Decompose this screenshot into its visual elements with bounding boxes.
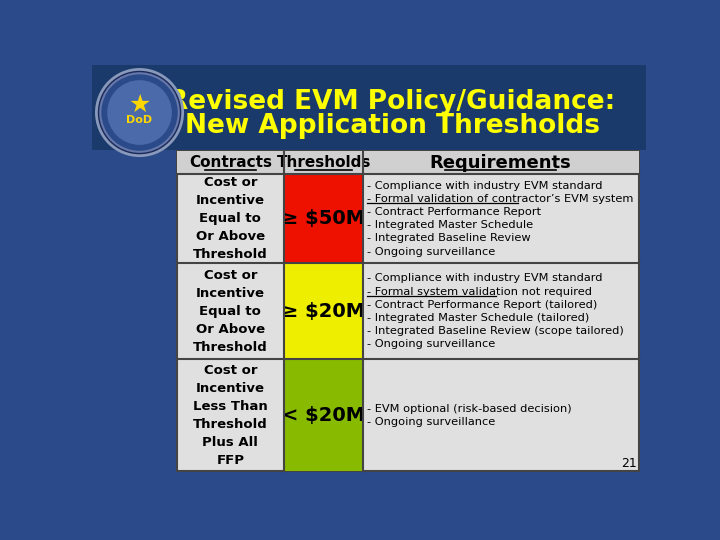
- Bar: [92, 65, 647, 150]
- Text: ≥ $20M: ≥ $20M: [282, 302, 365, 321]
- Circle shape: [100, 73, 179, 152]
- Text: - Contract Performance Report: - Contract Performance Report: [367, 207, 541, 217]
- Text: - Compliance with industry EVM standard: - Compliance with industry EVM standard: [367, 273, 603, 284]
- Text: ≥ $50M: ≥ $50M: [282, 210, 365, 228]
- Text: DoD: DoD: [127, 115, 153, 125]
- Text: - Integrated Master Schedule (tailored): - Integrated Master Schedule (tailored): [367, 313, 590, 323]
- Text: - Compliance with industry EVM standard: - Compliance with industry EVM standard: [367, 181, 603, 191]
- Text: 21: 21: [621, 457, 637, 470]
- Circle shape: [96, 70, 183, 156]
- Text: - EVM optional (risk-based decision): - EVM optional (risk-based decision): [367, 403, 572, 414]
- Text: - Ongoing surveillance: - Ongoing surveillance: [367, 247, 495, 256]
- Text: Cost or
Incentive
Equal to
Or Above
Threshold: Cost or Incentive Equal to Or Above Thre…: [193, 176, 268, 261]
- Text: < $20M: < $20M: [282, 406, 365, 424]
- Text: - Integrated Baseline Review (scope tailored): - Integrated Baseline Review (scope tail…: [367, 326, 624, 336]
- Text: - Ongoing surveillance: - Ongoing surveillance: [367, 417, 495, 427]
- Circle shape: [107, 80, 172, 145]
- Text: Thresholds: Thresholds: [276, 155, 371, 170]
- Text: ★: ★: [128, 93, 150, 117]
- Text: Cost or
Incentive
Less Than
Threshold
Plus All
FFP: Cost or Incentive Less Than Threshold Pl…: [193, 363, 268, 467]
- Bar: [284, 359, 363, 471]
- Text: - Ongoing surveillance: - Ongoing surveillance: [367, 339, 495, 349]
- Bar: [176, 151, 639, 174]
- Text: - Integrated Master Schedule: - Integrated Master Schedule: [367, 220, 534, 231]
- Text: - Formal validation of contractor’s EVM system: - Formal validation of contractor’s EVM …: [367, 194, 634, 204]
- Text: Cost or
Incentive
Equal to
Or Above
Threshold: Cost or Incentive Equal to Or Above Thre…: [193, 269, 268, 354]
- Text: Contracts: Contracts: [189, 155, 272, 170]
- Text: - Formal system validation not required: - Formal system validation not required: [367, 287, 593, 296]
- Text: New Application Thresholds: New Application Thresholds: [184, 113, 600, 139]
- Text: - Contract Performance Report (tailored): - Contract Performance Report (tailored): [367, 300, 598, 309]
- Text: - Integrated Baseline Review: - Integrated Baseline Review: [367, 233, 531, 244]
- Bar: [284, 174, 363, 264]
- Bar: [284, 264, 363, 359]
- Bar: [176, 151, 639, 471]
- Text: Revised EVM Policy/Guidance:: Revised EVM Policy/Guidance:: [168, 89, 616, 115]
- Text: Requirements: Requirements: [430, 153, 572, 172]
